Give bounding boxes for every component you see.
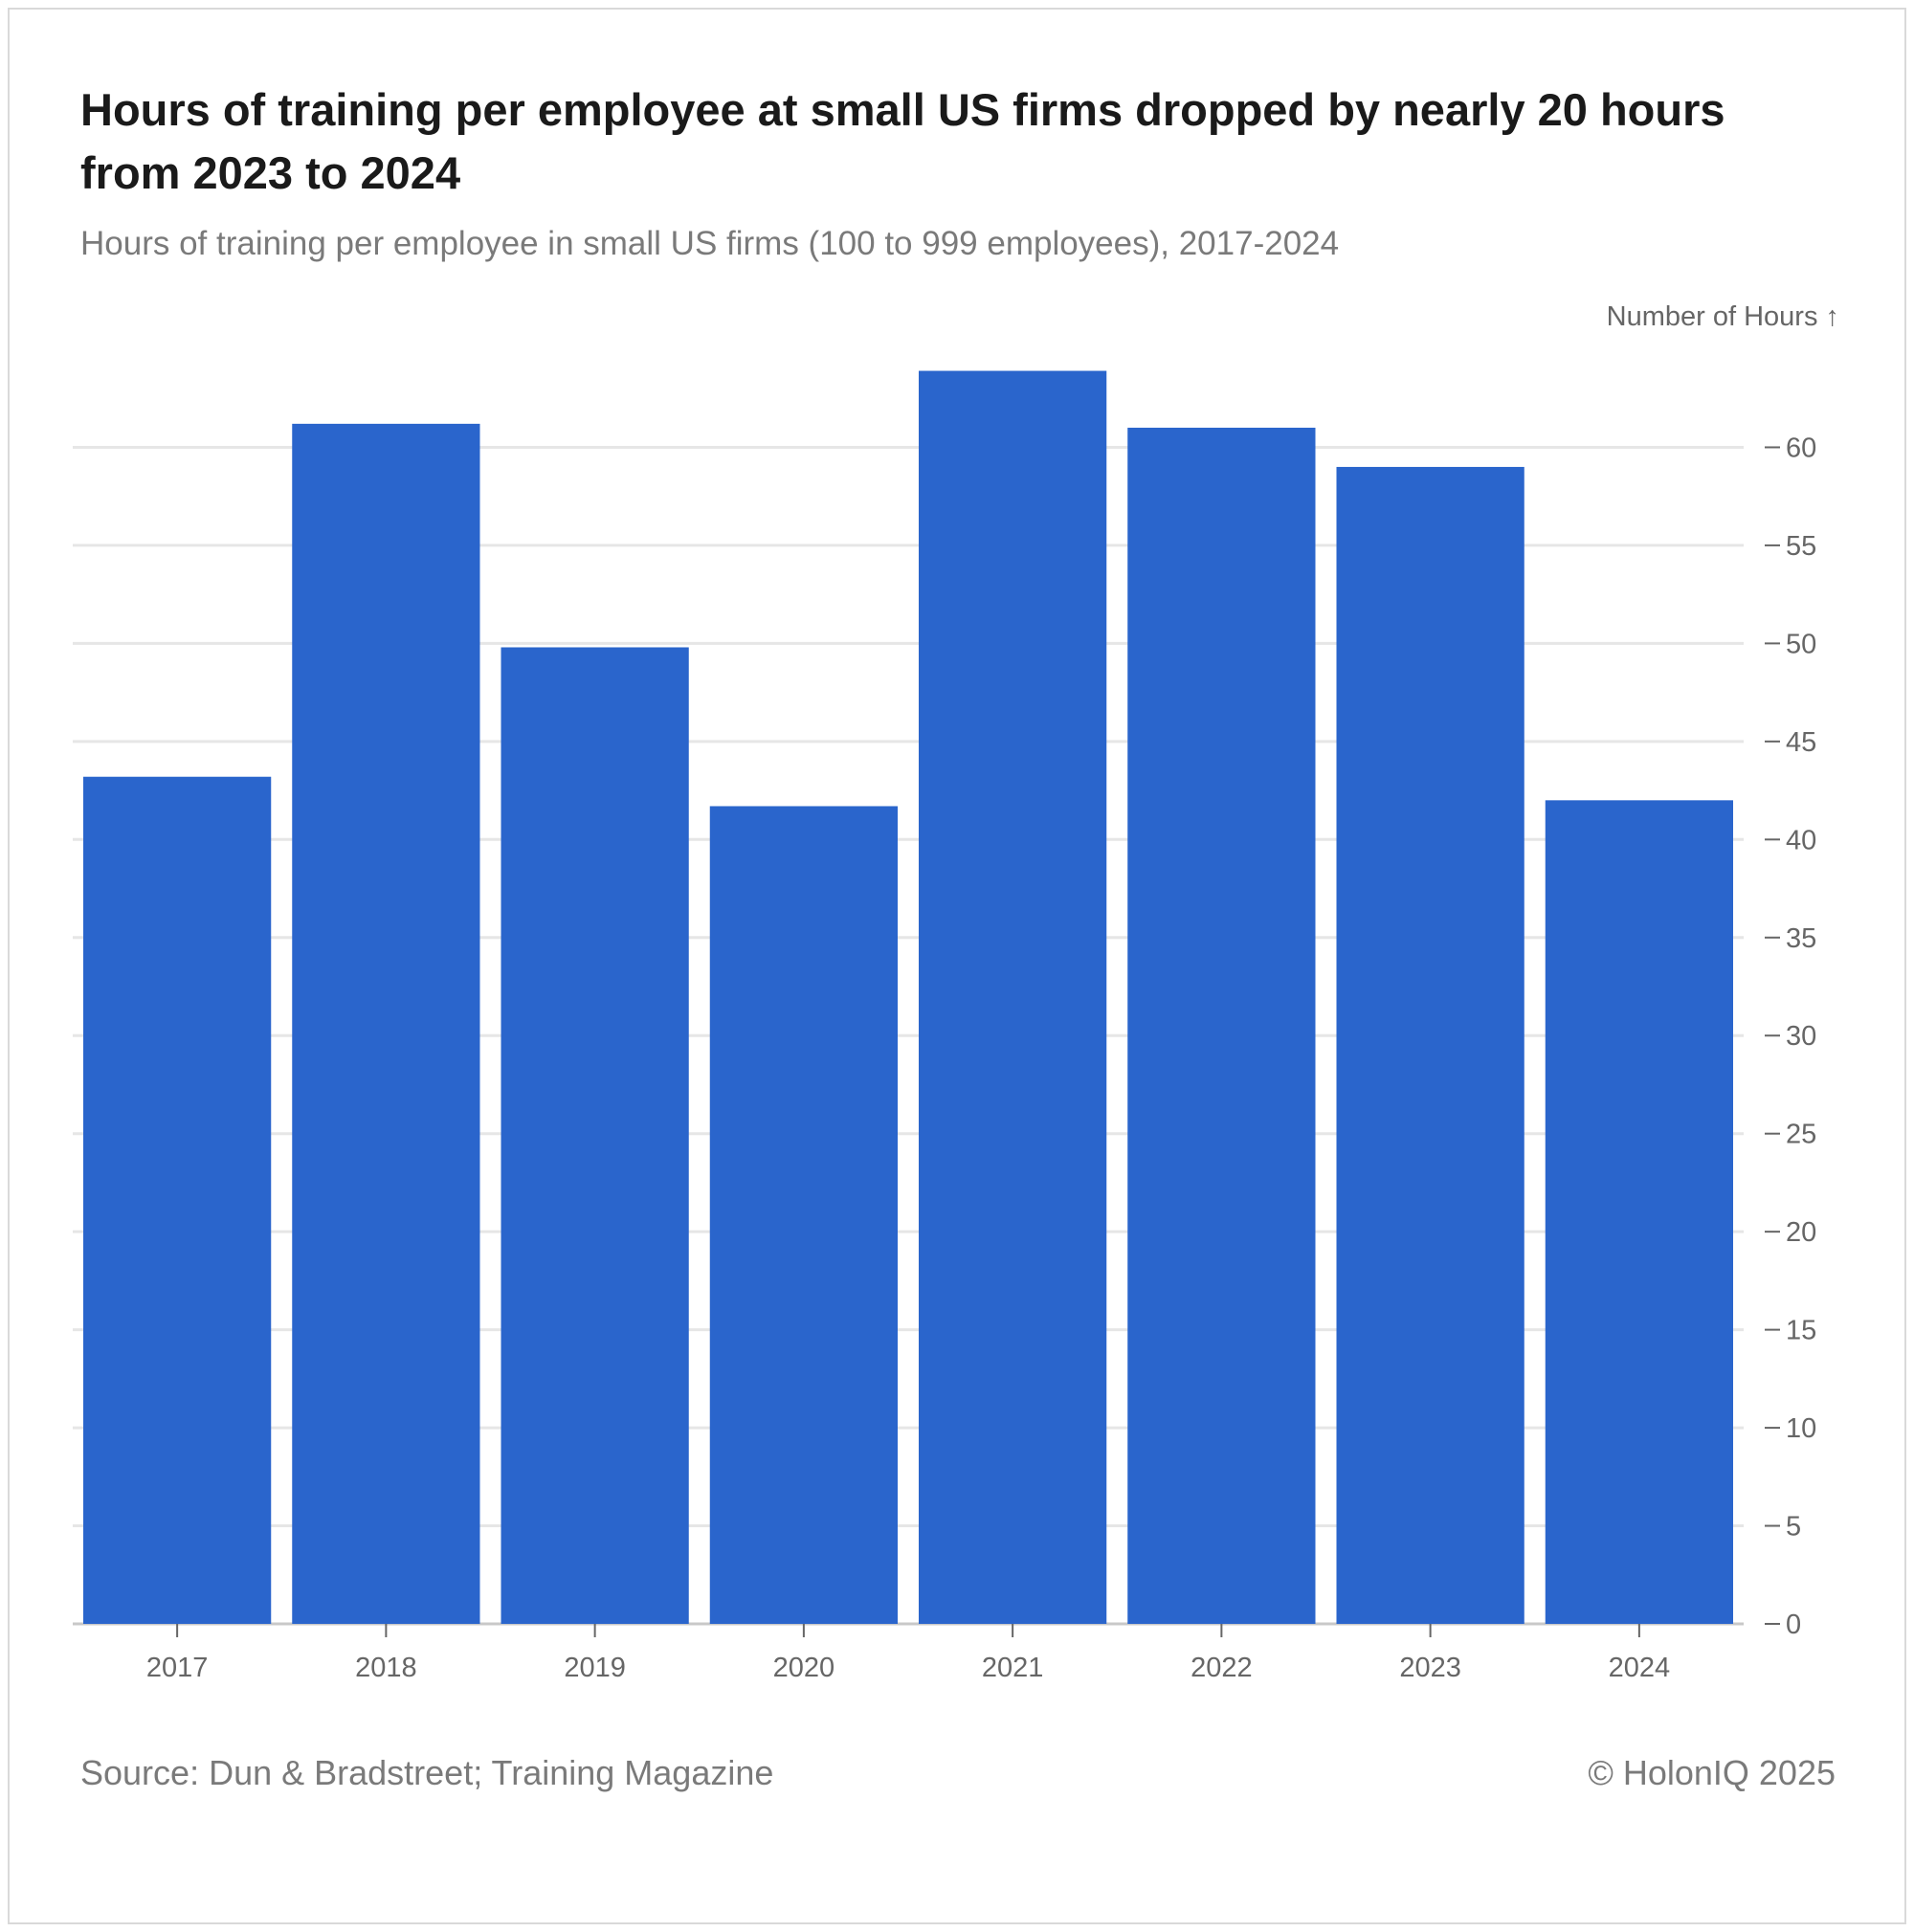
- bar-2019: [501, 647, 689, 1624]
- y-tick-label: 30: [1786, 1021, 1816, 1052]
- y-tick-label: 50: [1786, 629, 1816, 659]
- bars: [83, 370, 1733, 1625]
- bar-2017: [83, 776, 272, 1624]
- x-tick-label-2021: 2021: [982, 1653, 1044, 1683]
- y-tick-label: 55: [1786, 531, 1816, 562]
- y-tick-label: 35: [1786, 923, 1816, 954]
- chart-subtitle: Hours of training per employee in small …: [80, 225, 1340, 262]
- x-tick-label-2020: 2020: [773, 1653, 835, 1683]
- y-tick-label: 20: [1786, 1217, 1816, 1248]
- x-tick-label-2018: 2018: [355, 1653, 417, 1683]
- x-tick-label-2024: 2024: [1609, 1653, 1671, 1683]
- x-tick-label-2019: 2019: [564, 1653, 626, 1683]
- bar-2022: [1127, 427, 1316, 1624]
- chart-title: Hours of training per employee at small …: [80, 84, 1725, 198]
- x-tick-label-2023: 2023: [1399, 1653, 1461, 1683]
- y-tick-label: 5: [1786, 1512, 1801, 1543]
- bar-2021: [919, 370, 1107, 1625]
- bar-chart: Number of Hours ↑ 0 5 10 15 20 25 30 35 40 45 50 55…: [73, 301, 1839, 1683]
- y-tick-label: 0: [1786, 1610, 1801, 1640]
- chart-card: Hours of training per employee at small …: [8, 8, 1906, 1924]
- y-tick-label: 15: [1786, 1316, 1816, 1346]
- x-tick-label-2017: 2017: [146, 1653, 209, 1683]
- source-note: Source: Dun & Bradstreet; Training Magaz…: [80, 1753, 774, 1792]
- y-axis-label: Number of Hours ↑: [1607, 301, 1839, 332]
- y-tick-label: 10: [1786, 1413, 1816, 1444]
- y-tick-label: 45: [1786, 727, 1816, 758]
- bar-2023: [1336, 466, 1525, 1624]
- x-axis-ticks: 2017 2018 2019 2020 2021 2022 2023 2024: [146, 1624, 1670, 1683]
- bar-2018: [292, 423, 480, 1625]
- y-tick-label: 60: [1786, 433, 1816, 463]
- bar-2020: [709, 806, 898, 1624]
- x-tick-label-2022: 2022: [1191, 1653, 1253, 1683]
- y-axis-ticks: 0 5 10 15 20 25 30 35 40 45 50 55 60: [1765, 433, 1816, 1640]
- bar-2024: [1545, 800, 1733, 1624]
- copyright-credit: © HolonIQ 2025: [1588, 1753, 1836, 1792]
- y-tick-label: 40: [1786, 825, 1816, 855]
- y-tick-label: 25: [1786, 1120, 1816, 1150]
